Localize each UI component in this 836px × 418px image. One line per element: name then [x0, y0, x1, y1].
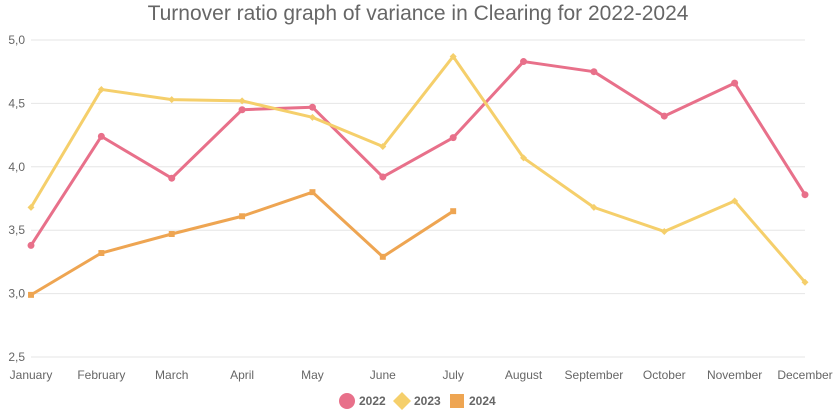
- data-point[interactable]: [168, 96, 176, 104]
- y-tick-label: 3,5: [8, 223, 25, 237]
- series-group: [27, 52, 809, 298]
- y-tick-label: 5,0: [8, 33, 25, 47]
- data-point[interactable]: [660, 112, 668, 120]
- legend-marker: [393, 392, 411, 410]
- legend-item-2022[interactable]: 2022: [339, 393, 386, 409]
- x-tick-label: June: [370, 368, 396, 382]
- x-tick-label: November: [707, 368, 762, 382]
- data-point[interactable]: [28, 291, 34, 298]
- gridlines: [31, 39, 805, 358]
- legend[interactable]: 2022 2023 2024: [339, 392, 496, 410]
- series-line-2023: [29, 54, 807, 284]
- data-point[interactable]: [450, 208, 457, 215]
- data-point[interactable]: [97, 132, 105, 140]
- x-tick-label: February: [77, 368, 125, 382]
- y-tick-label: 3,0: [8, 287, 25, 301]
- series-2024: [28, 189, 457, 298]
- data-point[interactable]: [520, 154, 528, 162]
- data-point[interactable]: [590, 203, 598, 211]
- data-point[interactable]: [168, 174, 176, 182]
- x-tick-label: April: [230, 368, 254, 382]
- data-point[interactable]: [590, 68, 598, 76]
- x-tick-label: May: [301, 368, 324, 382]
- data-point[interactable]: [239, 213, 246, 220]
- y-tick-label: 4,0: [8, 160, 25, 174]
- data-point[interactable]: [308, 103, 316, 111]
- data-point[interactable]: [449, 52, 457, 60]
- data-point[interactable]: [308, 113, 316, 121]
- data-point[interactable]: [97, 85, 105, 93]
- data-point[interactable]: [731, 79, 739, 87]
- series-line-2022: [29, 60, 807, 247]
- data-point[interactable]: [660, 227, 668, 235]
- series-2023: [27, 52, 809, 286]
- legend-label: 2022: [359, 394, 386, 408]
- data-point[interactable]: [801, 278, 809, 286]
- data-point[interactable]: [238, 97, 246, 105]
- data-point[interactable]: [449, 134, 457, 142]
- legend-item-2023[interactable]: 2023: [393, 392, 441, 410]
- y-tick-label: 4,5: [8, 96, 25, 110]
- legend-label: 2023: [414, 394, 441, 408]
- y-axis-ticks: 2,5 3,0 3,5 4,0 4,5 5,0: [8, 33, 25, 364]
- data-point[interactable]: [520, 58, 528, 66]
- data-point[interactable]: [309, 189, 316, 196]
- data-point[interactable]: [379, 143, 387, 151]
- data-point[interactable]: [801, 191, 809, 199]
- legend-marker: [339, 393, 355, 409]
- data-point[interactable]: [731, 197, 739, 205]
- x-tick-label: September: [565, 368, 624, 382]
- data-point[interactable]: [98, 250, 105, 256]
- x-tick-label: March: [155, 368, 188, 382]
- legend-item-2024[interactable]: 2024: [450, 394, 496, 408]
- data-point[interactable]: [379, 173, 387, 181]
- data-point[interactable]: [238, 106, 246, 114]
- y-tick-label: 2,5: [8, 350, 25, 364]
- series-line-2024: [29, 190, 455, 297]
- x-tick-label: October: [643, 368, 686, 382]
- data-point[interactable]: [27, 203, 35, 211]
- x-axis-ticks: January February March April May June July Augu…: [10, 368, 833, 382]
- x-tick-label: August: [505, 368, 543, 382]
- legend-label: 2024: [469, 394, 496, 408]
- data-point[interactable]: [168, 231, 175, 237]
- x-tick-label: July: [443, 368, 464, 382]
- legend-marker: [450, 394, 464, 408]
- x-tick-label: January: [10, 368, 53, 382]
- x-tick-label: December: [777, 368, 832, 382]
- series-2022: [27, 58, 809, 249]
- chart-title: Turnover ratio graph of variance in Clea…: [148, 2, 689, 25]
- data-point[interactable]: [379, 253, 386, 260]
- data-point[interactable]: [27, 241, 35, 249]
